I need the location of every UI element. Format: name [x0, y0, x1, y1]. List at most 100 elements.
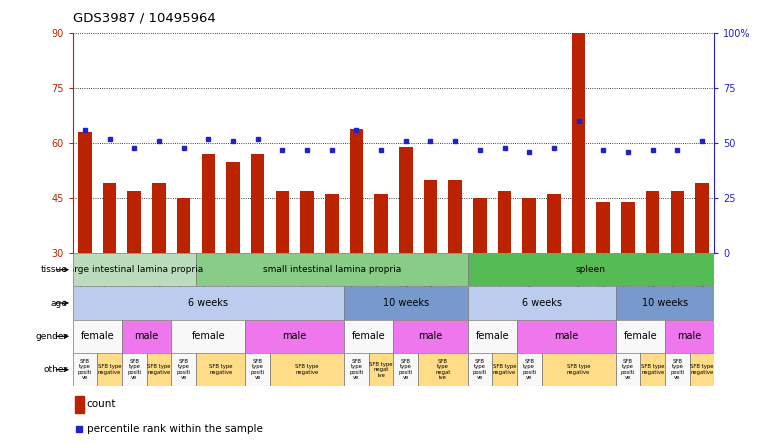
Bar	[73, 353, 97, 386]
Text: SFB
type
positi
ve: SFB type positi ve	[473, 359, 487, 380]
Text: SFB
type
positi
ve: SFB type positi ve	[621, 359, 635, 380]
Bar	[344, 286, 468, 320]
Bar	[374, 194, 388, 253]
Text: SFB
type
positi
ve: SFB type positi ve	[670, 359, 685, 380]
Text: SFB type
negative: SFB type negative	[567, 365, 591, 375]
Bar	[468, 320, 517, 353]
Bar	[122, 320, 171, 353]
Bar	[517, 353, 542, 386]
Text: male: male	[134, 331, 159, 341]
Bar	[418, 353, 468, 386]
Text: GDS3987 / 10495964: GDS3987 / 10495964	[73, 11, 215, 24]
Text: SFB type
negative: SFB type negative	[209, 365, 232, 375]
Bar	[196, 353, 245, 386]
Bar	[103, 183, 116, 253]
Bar	[393, 320, 468, 353]
Text: large intestinal lamina propria: large intestinal lamina propria	[66, 265, 203, 274]
Text: SFB type
negative: SFB type negative	[493, 365, 516, 375]
Bar	[448, 180, 462, 253]
Bar	[171, 320, 245, 353]
Text: male: male	[419, 331, 442, 341]
Bar	[78, 132, 92, 253]
Text: male: male	[283, 331, 307, 341]
Text: SFB type
negative: SFB type negative	[296, 365, 319, 375]
Text: SFB
type
positi
ve: SFB type positi ve	[349, 359, 364, 380]
Text: male: male	[554, 331, 578, 341]
Text: age: age	[50, 298, 67, 308]
Bar	[344, 353, 369, 386]
Bar	[616, 320, 665, 353]
Bar	[424, 180, 437, 253]
Bar	[350, 129, 363, 253]
Bar	[597, 202, 610, 253]
Text: female: female	[80, 331, 114, 341]
Bar	[571, 33, 585, 253]
Bar	[152, 183, 166, 253]
Text: percentile rank within the sample: percentile rank within the sample	[86, 424, 263, 434]
Bar	[646, 191, 659, 253]
Bar	[393, 353, 418, 386]
Text: tissue: tissue	[40, 265, 67, 274]
Text: SFB
type
negat
ive: SFB type negat ive	[435, 359, 451, 380]
Bar	[325, 194, 338, 253]
Text: female: female	[623, 331, 657, 341]
Bar	[665, 320, 714, 353]
Text: gender: gender	[35, 332, 67, 341]
Bar	[640, 353, 665, 386]
Text: SFB type
negative: SFB type negative	[98, 365, 121, 375]
Bar	[344, 320, 393, 353]
Text: female: female	[192, 331, 225, 341]
Bar	[177, 198, 190, 253]
Bar	[75, 396, 84, 413]
Bar	[616, 286, 714, 320]
Bar	[665, 353, 690, 386]
Text: 10 weeks: 10 weeks	[642, 298, 688, 308]
Bar	[251, 154, 264, 253]
Bar	[128, 191, 141, 253]
Bar	[468, 286, 616, 320]
Bar	[468, 353, 492, 386]
Text: SFB
type
positi
ve: SFB type positi ve	[251, 359, 265, 380]
Bar	[245, 320, 344, 353]
Bar	[122, 353, 147, 386]
Bar	[547, 194, 561, 253]
Text: count: count	[86, 400, 116, 409]
Bar	[97, 353, 122, 386]
Bar	[621, 202, 635, 253]
Bar	[492, 353, 517, 386]
Bar	[202, 154, 215, 253]
Text: SFB type
negat
ive: SFB type negat ive	[369, 362, 393, 377]
Bar	[276, 191, 290, 253]
Text: SFB type
negative: SFB type negative	[690, 365, 714, 375]
Text: SFB
type
positi
ve: SFB type positi ve	[176, 359, 191, 380]
Text: 10 weeks: 10 weeks	[383, 298, 429, 308]
Bar	[671, 191, 684, 253]
Bar	[695, 183, 709, 253]
Bar	[473, 198, 487, 253]
Text: SFB
type
positi
ve: SFB type positi ve	[78, 359, 92, 380]
Text: SFB
type
positi
ve: SFB type positi ve	[522, 359, 536, 380]
Text: SFB
type
positi
ve: SFB type positi ve	[399, 359, 413, 380]
Text: 6 weeks: 6 weeks	[189, 298, 228, 308]
Text: SFB
type
positi
ve: SFB type positi ve	[127, 359, 141, 380]
Bar	[73, 253, 196, 286]
Bar	[226, 162, 240, 253]
Bar	[523, 198, 536, 253]
Bar	[468, 253, 714, 286]
Bar	[690, 353, 714, 386]
Bar	[73, 286, 344, 320]
Bar	[73, 320, 122, 353]
Bar	[300, 191, 314, 253]
Bar	[369, 353, 393, 386]
Text: spleen: spleen	[576, 265, 606, 274]
Text: female: female	[475, 331, 509, 341]
Text: 6 weeks: 6 weeks	[522, 298, 562, 308]
Text: male: male	[678, 331, 702, 341]
Text: other: other	[44, 365, 67, 374]
Text: SFB type
negative: SFB type negative	[641, 365, 665, 375]
Bar	[517, 320, 616, 353]
Text: small intestinal lamina propria: small intestinal lamina propria	[263, 265, 401, 274]
Bar	[245, 353, 270, 386]
Text: SFB type
negative: SFB type negative	[147, 365, 170, 375]
Bar	[196, 253, 468, 286]
